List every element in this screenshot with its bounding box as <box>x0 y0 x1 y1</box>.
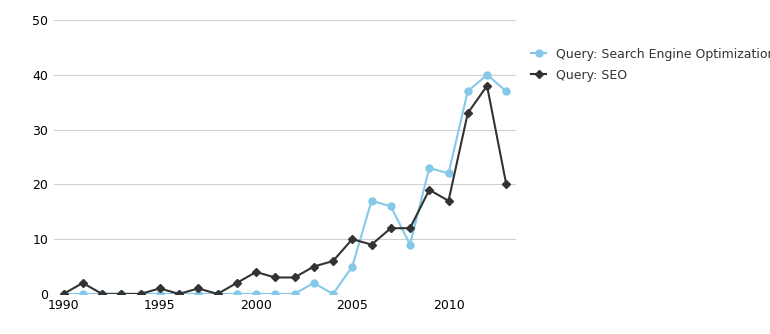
Query: Search Engine Optimization: (1.99e+03, 0): Search Engine Optimization: (1.99e+03, 0… <box>59 292 69 296</box>
Query: SEO: (2.01e+03, 19): SEO: (2.01e+03, 19) <box>425 188 434 192</box>
Query: Search Engine Optimization: (2.01e+03, 37): Search Engine Optimization: (2.01e+03, 3… <box>502 89 511 93</box>
Query: SEO: (1.99e+03, 0): SEO: (1.99e+03, 0) <box>136 292 146 296</box>
Query: Search Engine Optimization: (2e+03, 5): Search Engine Optimization: (2e+03, 5) <box>348 265 357 269</box>
Query: Search Engine Optimization: (2e+03, 2): Search Engine Optimization: (2e+03, 2) <box>310 281 319 285</box>
Query: Search Engine Optimization: (2.01e+03, 37): Search Engine Optimization: (2.01e+03, 3… <box>464 89 473 93</box>
Query: SEO: (2.01e+03, 9): SEO: (2.01e+03, 9) <box>367 242 377 246</box>
Query: SEO: (2e+03, 3): SEO: (2e+03, 3) <box>271 276 280 280</box>
Query: SEO: (2e+03, 10): SEO: (2e+03, 10) <box>348 237 357 241</box>
Query: SEO: (2.01e+03, 12): SEO: (2.01e+03, 12) <box>387 226 396 230</box>
Query: Search Engine Optimization: (2e+03, 0): Search Engine Optimization: (2e+03, 0) <box>290 292 300 296</box>
Query: SEO: (2e+03, 3): SEO: (2e+03, 3) <box>290 276 300 280</box>
Query: Search Engine Optimization: (2e+03, 0): Search Engine Optimization: (2e+03, 0) <box>329 292 338 296</box>
Query: SEO: (2e+03, 4): SEO: (2e+03, 4) <box>252 270 261 274</box>
Query: Search Engine Optimization: (2.01e+03, 40): Search Engine Optimization: (2.01e+03, 4… <box>483 73 492 77</box>
Query: Search Engine Optimization: (2e+03, 0): Search Engine Optimization: (2e+03, 0) <box>233 292 242 296</box>
Query: Search Engine Optimization: (1.99e+03, 0): Search Engine Optimization: (1.99e+03, 0… <box>117 292 126 296</box>
Query: SEO: (1.99e+03, 0): SEO: (1.99e+03, 0) <box>117 292 126 296</box>
Query: Search Engine Optimization: (2e+03, 0): Search Engine Optimization: (2e+03, 0) <box>213 292 223 296</box>
Query: Search Engine Optimization: (1.99e+03, 0): Search Engine Optimization: (1.99e+03, 0… <box>98 292 107 296</box>
Query: SEO: (2e+03, 0): SEO: (2e+03, 0) <box>175 292 184 296</box>
Query: SEO: (2e+03, 0): SEO: (2e+03, 0) <box>213 292 223 296</box>
Query: Search Engine Optimization: (2.01e+03, 9): Search Engine Optimization: (2.01e+03, 9… <box>406 242 415 246</box>
Query: SEO: (2e+03, 6): SEO: (2e+03, 6) <box>329 259 338 263</box>
Query: Search Engine Optimization: (2e+03, 0): Search Engine Optimization: (2e+03, 0) <box>175 292 184 296</box>
Query: Search Engine Optimization: (2e+03, 0): Search Engine Optimization: (2e+03, 0) <box>156 292 165 296</box>
Query: SEO: (1.99e+03, 2): SEO: (1.99e+03, 2) <box>79 281 88 285</box>
Query: Search Engine Optimization: (2.01e+03, 17): Search Engine Optimization: (2.01e+03, 1… <box>367 199 377 203</box>
Query: SEO: (2e+03, 1): SEO: (2e+03, 1) <box>194 287 203 291</box>
Query: Search Engine Optimization: (2.01e+03, 22): Search Engine Optimization: (2.01e+03, 2… <box>444 171 454 175</box>
Query: SEO: (1.99e+03, 0): SEO: (1.99e+03, 0) <box>98 292 107 296</box>
Query: Search Engine Optimization: (2e+03, 0): Search Engine Optimization: (2e+03, 0) <box>271 292 280 296</box>
Query: SEO: (2e+03, 2): SEO: (2e+03, 2) <box>233 281 242 285</box>
Query: SEO: (2.01e+03, 12): SEO: (2.01e+03, 12) <box>406 226 415 230</box>
Query: SEO: (2e+03, 5): SEO: (2e+03, 5) <box>310 265 319 269</box>
Query: SEO: (2e+03, 1): SEO: (2e+03, 1) <box>156 287 165 291</box>
Query: Search Engine Optimization: (1.99e+03, 0): Search Engine Optimization: (1.99e+03, 0… <box>136 292 146 296</box>
Query: SEO: (2.01e+03, 20): SEO: (2.01e+03, 20) <box>502 182 511 186</box>
Query: Search Engine Optimization: (2.01e+03, 23): Search Engine Optimization: (2.01e+03, 2… <box>425 166 434 170</box>
Query: SEO: (1.99e+03, 0): SEO: (1.99e+03, 0) <box>59 292 69 296</box>
Query: Search Engine Optimization: (2e+03, 0): Search Engine Optimization: (2e+03, 0) <box>194 292 203 296</box>
Query: SEO: (2.01e+03, 17): SEO: (2.01e+03, 17) <box>444 199 454 203</box>
Query: Search Engine Optimization: (1.99e+03, 0): Search Engine Optimization: (1.99e+03, 0… <box>79 292 88 296</box>
Line: Query: Search Engine Optimization: Query: Search Engine Optimization <box>60 71 510 297</box>
Line: Query: SEO: Query: SEO <box>61 83 509 297</box>
Legend: Query: Search Engine Optimization, Query: SEO: Query: Search Engine Optimization, Query… <box>531 48 770 82</box>
Query: Search Engine Optimization: (2e+03, 0): Search Engine Optimization: (2e+03, 0) <box>252 292 261 296</box>
Query: Search Engine Optimization: (2.01e+03, 16): Search Engine Optimization: (2.01e+03, 1… <box>387 204 396 208</box>
Query: SEO: (2.01e+03, 38): SEO: (2.01e+03, 38) <box>483 84 492 88</box>
Query: SEO: (2.01e+03, 33): SEO: (2.01e+03, 33) <box>464 111 473 115</box>
